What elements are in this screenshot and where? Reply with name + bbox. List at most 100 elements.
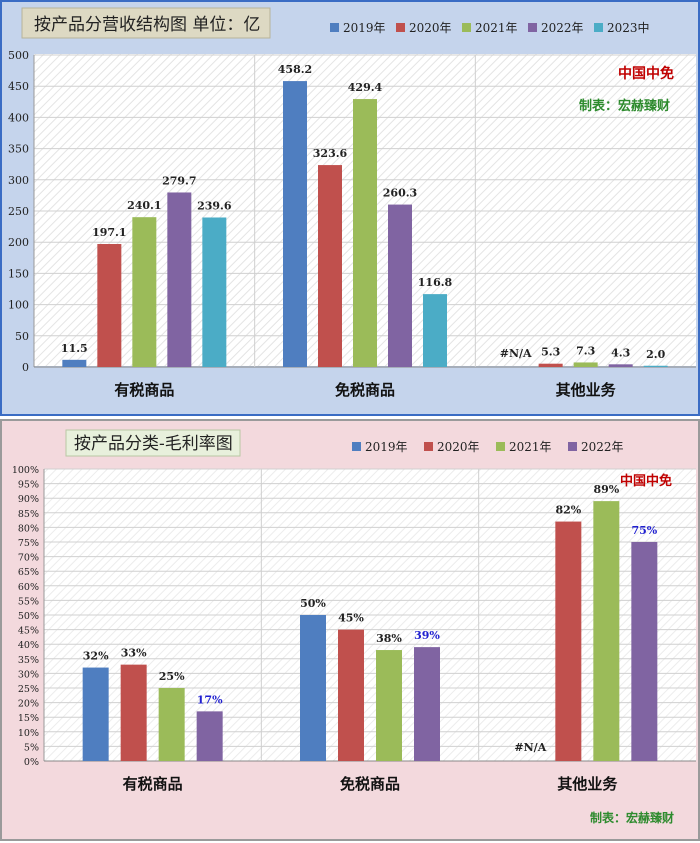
y-tick-label: 20%	[18, 699, 39, 710]
data-label: 38%	[376, 632, 402, 645]
y-tick-label: 25%	[18, 684, 39, 695]
data-label: 50%	[300, 597, 326, 610]
data-label: 11.5	[61, 342, 88, 355]
legend-label: 2022年	[541, 21, 584, 35]
y-tick-label: 80%	[18, 523, 39, 534]
data-label: 33%	[121, 647, 147, 660]
revenue-credit: 制表：宏赫臻财	[579, 98, 670, 114]
bar	[353, 99, 377, 368]
margin-credit: 制表：宏赫臻财	[590, 810, 674, 825]
bar	[300, 615, 326, 761]
data-label: 429.4	[348, 81, 383, 94]
bar	[202, 217, 227, 367]
legend-swatch	[330, 23, 339, 32]
bar	[167, 192, 192, 367]
data-label: #N/A	[500, 347, 532, 360]
x-category-label: 免税商品	[340, 775, 400, 793]
revenue-chart: 按产品分营收结构图 单位：亿 0 50 100 150 200 250 300 350 400 4…	[8, 7, 696, 399]
data-label: 116.8	[418, 276, 453, 289]
data-label: #N/A	[514, 741, 546, 754]
revenue-chart-marks: 0 50 100 150 200 250 300 350 400 450 500 有税商品 11.5 19…	[8, 20, 696, 399]
y-tick-label: 100%	[12, 465, 39, 476]
revenue-title-box	[21, 7, 271, 39]
legend-swatch	[568, 442, 577, 451]
y-tick-label: 150	[8, 267, 29, 280]
legend-swatch	[528, 23, 537, 32]
bar	[555, 521, 582, 761]
legend-label: 2021年	[509, 440, 552, 454]
y-tick-label: 350	[8, 143, 29, 156]
y-tick-label: 15%	[18, 713, 39, 724]
data-label: 458.2	[278, 63, 312, 76]
y-tick-label: 50	[15, 330, 29, 343]
legend-label: 2019年	[343, 21, 386, 35]
bar	[423, 294, 447, 367]
data-label: 17%	[197, 693, 223, 706]
revenue-company-annotation: 中国中免	[618, 65, 674, 82]
data-label: 5.3	[541, 346, 560, 359]
bar	[643, 365, 668, 367]
y-tick-label: 450	[8, 80, 29, 93]
y-tick-label: 85%	[18, 509, 39, 520]
bar	[593, 501, 620, 761]
bar	[132, 217, 157, 367]
data-label: 25%	[159, 670, 185, 683]
y-tick-label: 75%	[18, 538, 39, 549]
legend-label: 2020年	[437, 440, 480, 454]
bar	[338, 629, 364, 761]
y-tick-label: 90%	[18, 494, 39, 505]
bar	[388, 204, 412, 367]
y-tick-label: 70%	[18, 553, 39, 564]
y-tick-label: 50%	[18, 611, 39, 622]
margin-chart-marks: 0% 5% 10% 15% 20% 25% 30% 35% 40% 45% 50% 55% 60% 65%…	[12, 440, 696, 793]
data-label: 89%	[593, 483, 619, 496]
y-tick-label: 95%	[18, 480, 39, 491]
data-label: 39%	[414, 629, 440, 642]
y-tick-label: 400	[8, 111, 29, 124]
data-label: 323.6	[313, 147, 348, 160]
y-tick-label: 35%	[18, 655, 39, 666]
margin-company-annotation: 中国中免	[620, 473, 672, 489]
data-label: 4.3	[611, 346, 630, 359]
y-tick-label: 200	[8, 236, 29, 249]
data-label: 32%	[83, 650, 109, 663]
bar	[158, 688, 185, 761]
revenue-chart-title: 按产品分营收结构图 单位：亿	[34, 15, 260, 35]
data-label: 279.7	[162, 174, 196, 187]
x-category-label: 有税商品	[123, 775, 183, 793]
margin-chart-panel: 按产品分类-毛利率图 0% 5% 10% 15% 20% 25% 30% 35% 40% 45% 5…	[0, 419, 700, 841]
bar	[318, 165, 342, 367]
data-label: 7.3	[576, 344, 595, 357]
y-tick-label: 40%	[18, 640, 39, 651]
x-category-label: 免税商品	[335, 381, 395, 399]
legend-swatch	[396, 23, 405, 32]
legend-label: 2021年	[475, 21, 518, 35]
y-tick-label: 10%	[18, 728, 39, 739]
data-label: 75%	[631, 524, 657, 537]
legend-swatch	[352, 442, 361, 451]
margin-chart: 按产品分类-毛利率图 0% 5% 10% 15% 20% 25% 30% 35% 40% 45% 5…	[12, 429, 696, 825]
y-tick-label: 45%	[18, 626, 39, 637]
legend-label: 2022年	[581, 440, 624, 454]
data-label: 2.0	[646, 348, 665, 361]
data-label: 82%	[555, 504, 581, 517]
x-category-label: 有税商品	[114, 381, 174, 399]
y-tick-label: 5%	[24, 742, 39, 753]
y-tick-label: 30%	[18, 669, 39, 680]
legend-label: 2023中	[607, 20, 650, 35]
y-tick-label: 100	[8, 299, 29, 312]
bar	[196, 711, 223, 761]
y-tick-label: 0	[22, 361, 29, 374]
data-label: 197.1	[92, 226, 126, 239]
bar	[82, 667, 109, 761]
bar	[62, 359, 87, 367]
y-tick-label: 300	[8, 174, 29, 187]
legend-label: 2019年	[365, 440, 408, 454]
legend-swatch	[424, 442, 433, 451]
y-tick-label: 0%	[24, 757, 39, 768]
bar	[608, 364, 633, 367]
bar	[376, 650, 402, 761]
data-label: 240.1	[127, 199, 161, 212]
y-tick-label: 500	[8, 49, 29, 62]
legend-swatch	[496, 442, 505, 451]
